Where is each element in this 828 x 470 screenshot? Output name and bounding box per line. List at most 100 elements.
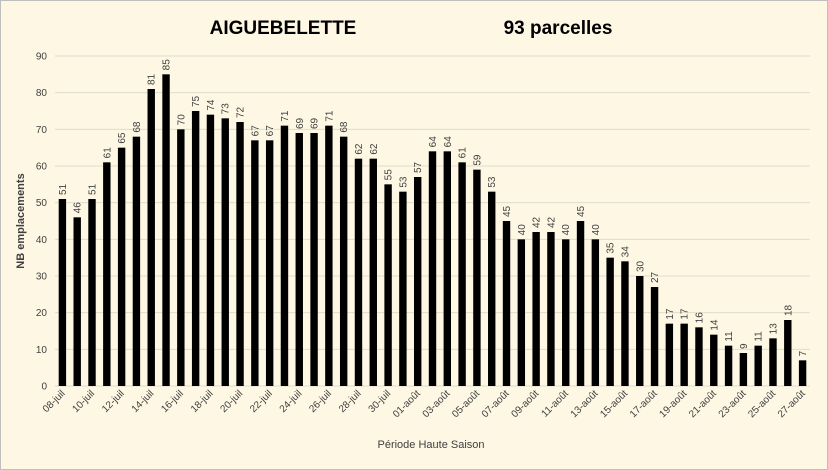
data-label: 40	[561, 224, 572, 236]
bar	[88, 199, 96, 386]
bar	[310, 133, 318, 386]
data-label: 7	[798, 350, 809, 356]
y-tick-label: 10	[36, 345, 48, 356]
data-label: 68	[339, 121, 350, 133]
data-label: 11	[754, 331, 765, 342]
bar	[147, 89, 155, 386]
bar	[236, 122, 244, 386]
data-label: 18	[783, 304, 794, 316]
bar	[280, 125, 289, 387]
data-label: 72	[236, 106, 247, 118]
bar	[562, 239, 570, 386]
data-label: 73	[221, 103, 232, 115]
bar	[73, 217, 81, 386]
data-label: 69	[295, 117, 306, 129]
y-tick-label: 20	[36, 308, 48, 319]
data-label: 64	[428, 136, 439, 148]
bar	[695, 327, 703, 386]
x-axis-label: Période Haute Saison	[377, 439, 484, 451]
chart-subtitle: 93 parcelles	[504, 18, 613, 39]
bar	[784, 320, 792, 386]
data-label: 35	[606, 242, 617, 254]
data-label: 61	[458, 147, 469, 159]
data-label: 57	[413, 161, 424, 173]
bar	[636, 276, 644, 386]
data-label: 46	[73, 202, 84, 214]
data-label: 62	[369, 143, 380, 155]
data-label: 71	[324, 110, 335, 122]
bar	[325, 125, 333, 387]
data-label: 70	[176, 114, 187, 126]
data-label: 17	[680, 308, 691, 320]
bar	[369, 158, 377, 386]
data-label: 45	[576, 205, 587, 217]
bar	[680, 323, 688, 386]
data-label: 42	[532, 216, 543, 228]
bar	[502, 221, 511, 386]
y-tick-label: 80	[36, 88, 48, 99]
data-label: 17	[665, 308, 676, 320]
bar	[58, 199, 67, 386]
bar	[547, 232, 555, 386]
bar	[354, 158, 363, 386]
data-label: 13	[768, 323, 779, 335]
bar	[399, 191, 407, 386]
chart-title: AIGUEBELETTE	[210, 18, 357, 39]
data-label: 53	[398, 176, 409, 188]
data-label: 67	[265, 125, 276, 137]
data-label: 45	[502, 205, 513, 217]
data-label: 69	[310, 117, 321, 129]
data-label: 9	[739, 343, 750, 349]
bar	[384, 184, 392, 386]
bar	[428, 151, 437, 386]
bar	[724, 345, 733, 386]
bar	[517, 239, 526, 386]
bar	[650, 287, 659, 386]
bar	[739, 353, 748, 386]
bar	[532, 232, 540, 386]
y-tick-label: 90	[36, 52, 48, 63]
bar	[769, 338, 777, 386]
bar	[413, 177, 422, 386]
bar	[458, 162, 466, 386]
data-label: 59	[472, 154, 483, 166]
data-label: 65	[117, 132, 128, 144]
y-tick-label: 0	[41, 382, 47, 393]
data-label: 85	[162, 59, 173, 71]
data-label: 51	[88, 183, 99, 195]
bar	[162, 74, 170, 386]
bar	[606, 257, 614, 386]
bar	[221, 118, 229, 386]
data-label: 51	[58, 183, 69, 195]
data-label: 53	[487, 176, 498, 188]
data-label: 64	[443, 136, 454, 148]
data-label: 61	[102, 147, 113, 159]
data-label: 74	[206, 99, 217, 111]
data-label: 27	[650, 271, 661, 283]
bar	[488, 191, 496, 386]
data-label: 16	[694, 312, 705, 324]
bar	[132, 136, 141, 386]
bar	[665, 323, 674, 386]
bar	[206, 114, 215, 387]
y-axis-label: NB emplacements	[15, 173, 27, 268]
bar	[177, 129, 185, 387]
bar	[798, 360, 807, 386]
bar	[710, 334, 718, 386]
data-label: 67	[250, 125, 261, 137]
y-tick-label: 50	[36, 198, 48, 209]
bar	[443, 151, 452, 386]
bar	[339, 136, 348, 386]
data-label: 68	[132, 121, 143, 133]
bar	[576, 221, 585, 386]
data-label: 62	[354, 143, 365, 155]
bar	[117, 147, 126, 386]
bar	[473, 169, 481, 386]
data-label: 14	[709, 319, 720, 331]
data-label: 34	[620, 246, 631, 258]
y-tick-label: 30	[36, 272, 48, 283]
y-tick-label: 70	[36, 125, 48, 136]
y-tick-label: 40	[36, 235, 48, 246]
data-label: 30	[635, 260, 646, 272]
